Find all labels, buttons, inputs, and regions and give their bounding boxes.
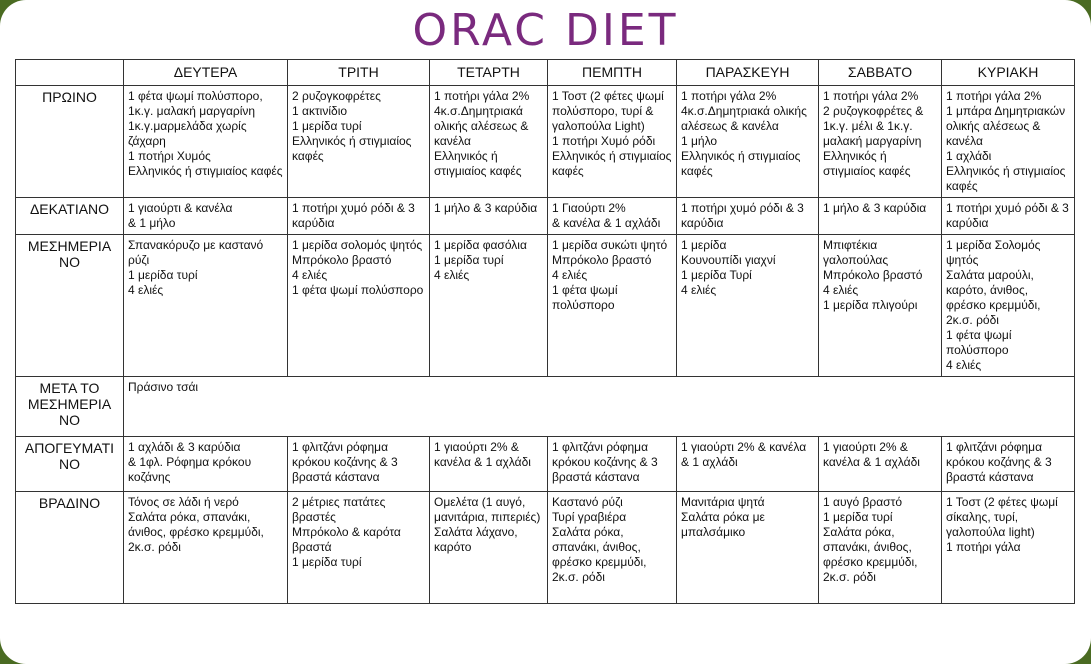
- day-header: ΤΕΤΑΡΤΗ: [429, 59, 548, 86]
- meal-cell: 1 γιαούρτι & κανέλα & 1 μήλο: [123, 197, 288, 235]
- meal-cell: Καστανό ρύζι Τυρί γραβιέρα Σαλάτα ρόκα, …: [547, 491, 677, 604]
- day-header: ΠΕΜΠΤΗ: [547, 59, 677, 86]
- corner-cell: [15, 59, 124, 86]
- page-title: ORAC DIET: [412, 5, 679, 56]
- meal-cell: 1 μερίδα φασόλια 1 μερίδα τυρί 4 ελιές: [429, 234, 548, 377]
- meal-cell: Μπιφτέκια γαλοπούλας Μπρόκολο βραστό 4 ε…: [818, 234, 942, 377]
- day-header: ΤΡΙΤΗ: [287, 59, 430, 86]
- meal-label: ΠΡΩΙΝΟ: [15, 85, 124, 198]
- meal-cell: 1 μερίδα Σολομός ψητός Σαλάτα μαρούλι, κ…: [941, 234, 1075, 377]
- meal-cell: 1 ποτήρι χυμό ρόδι & 3 καρύδια: [941, 197, 1075, 235]
- meal-cell: 1 αχλάδι & 3 καρύδια & 1φλ. Ρόφημα κρόκο…: [123, 436, 288, 492]
- header-row: ΔΕΥΤΕΡΑ ΤΡΙΤΗ ΤΕΤΑΡΤΗ ΠΕΜΠΤΗ ΠΑΡΑΣΚΕΥΗ Σ…: [15, 59, 1075, 86]
- meal-row-dinner: ΒΡΑΔΙΝΟ Τόνος σε λάδι ή νερό Σαλάτα ρόκα…: [15, 491, 1075, 604]
- meal-cell: 1 μερίδα σολομός ψητός Μπρόκολο βραστό 4…: [287, 234, 430, 377]
- meal-cell: 1 ποτήρι χυμό ρόδι & 3 καρύδια: [287, 197, 430, 235]
- meal-row-afternoon: ΑΠΟΓΕΥΜΑΤΙ ΝΟ 1 αχλάδι & 3 καρύδια & 1φλ…: [15, 436, 1075, 492]
- meal-row-breakfast: ΠΡΩΙΝΟ 1 φέτα ψωμί πολύσπορο, 1κ.γ. μαλα…: [15, 85, 1075, 198]
- meal-cell: Μανιτάρια ψητά Σαλάτα ρόκα με μπαλσάμικο: [676, 491, 819, 604]
- day-header: ΚΥΡΙΑΚΗ: [941, 59, 1075, 86]
- meal-cell: 1 ποτήρι γάλα 2% 4κ.σ.Δημητριακά ολικής …: [676, 85, 819, 198]
- meal-cell: 1 γιαούρτι 2% & κανέλα & 1 αχλάδι: [429, 436, 548, 492]
- meal-cell: 1 φέτα ψωμί πολύσπορο, 1κ.γ. μαλακή μαργ…: [123, 85, 288, 198]
- meal-label: ΜΕΣΗΜΕΡΙΑ ΝΟ: [15, 234, 124, 377]
- day-header: ΠΑΡΑΣΚΕΥΗ: [676, 59, 819, 86]
- day-header: ΣΑΒΒΑΤΟ: [818, 59, 942, 86]
- meal-row-lunch: ΜΕΣΗΜΕΡΙΑ ΝΟ Σπανακόρυζο με καστανό ρύζι…: [15, 234, 1075, 377]
- meal-row-after-lunch: ΜΕΤΑ ΤΟ ΜΕΣΗΜΕΡΙΑ ΝΟ Πράσινο τσάι: [15, 376, 1075, 437]
- meal-cell: 1 Τοστ (2 φέτες ψωμί πολύσπορο, τυρί & γ…: [547, 85, 677, 198]
- meal-cell: 1 μήλο & 3 καρύδια: [818, 197, 942, 235]
- meal-cell: Ομελέτα (1 αυγό, μανιτάρια, πιπεριές) Σα…: [429, 491, 548, 604]
- meal-cell: 1 ποτήρι γάλα 2% 4κ.σ.Δημητριακά ολικής …: [429, 85, 548, 198]
- meal-cell: 1 ποτήρι χυμό ρόδι & 3 καρύδια: [676, 197, 819, 235]
- meal-cell: 1 μερίδα συκώτι ψητό Μπρόκολο βραστό 4 ε…: [547, 234, 677, 377]
- meal-cell: 2 ρυζογκοφρέτες 1 ακτινίδιο 1 μερίδα τυρ…: [287, 85, 430, 198]
- meal-cell: 1 φλιτζάνι ρόφημα κρόκου κοζάνης & 3 βρα…: [547, 436, 677, 492]
- meal-row-snack-morning: ΔΕΚΑΤΙΑΝΟ 1 γιαούρτι & κανέλα & 1 μήλο 1…: [15, 197, 1075, 235]
- meal-label: ΔΕΚΑΤΙΑΝΟ: [15, 197, 124, 235]
- meal-label: ΒΡΑΔΙΝΟ: [15, 491, 124, 604]
- meal-cell: 1 Τοστ (2 φέτες ψωμί σίκαλης, τυρί, γαλο…: [941, 491, 1075, 604]
- meal-cell: 1 μερίδα Κουνουπίδι γιαχνί 1 μερίδα Τυρί…: [676, 234, 819, 377]
- meal-cell: 1 αυγό βραστό 1 μερίδα τυρί Σαλάτα ρόκα,…: [818, 491, 942, 604]
- green-tea-note: Πράσινο τσάι: [123, 376, 1075, 437]
- meal-cell: 1 φλιτζάνι ρόφημα κρόκου κοζάνης & 3 βρα…: [287, 436, 430, 492]
- meal-cell: Τόνος σε λάδι ή νερό Σαλάτα ρόκα, σπανάκ…: [123, 491, 288, 604]
- meal-cell: 1 ποτήρι γάλα 2% 1 μπάρα Δημητριακών ολι…: [941, 85, 1075, 198]
- meal-cell: 1 Γιαούρτι 2% & κανέλα & 1 αχλάδι: [547, 197, 677, 235]
- meal-cell: 1 μήλο & 3 καρύδια: [429, 197, 548, 235]
- meal-cell: 2 μέτριες πατάτες βραστές Μπρόκολο & καρ…: [287, 491, 430, 604]
- day-header: ΔΕΥΤΕΡΑ: [123, 59, 288, 86]
- meal-cell: 1 ποτήρι γάλα 2% 2 ρυζογκοφρέτες & 1κ.γ.…: [818, 85, 942, 198]
- meal-cell: 1 γιαούρτι 2% & κανέλα & 1 αχλάδι: [818, 436, 942, 492]
- diet-table: ΔΕΥΤΕΡΑ ΤΡΙΤΗ ΤΕΤΑΡΤΗ ΠΕΜΠΤΗ ΠΑΡΑΣΚΕΥΗ Σ…: [15, 59, 1075, 604]
- meal-cell: 1 γιαούρτι 2% & κανέλα & 1 αχλάδι: [676, 436, 819, 492]
- meal-cell: 1 φλιτζάνι ρόφημα κρόκου κοζάνης & 3 βρα…: [941, 436, 1075, 492]
- meal-label: ΜΕΤΑ ΤΟ ΜΕΣΗΜΕΡΙΑ ΝΟ: [15, 376, 124, 437]
- meal-label: ΑΠΟΓΕΥΜΑΤΙ ΝΟ: [15, 436, 124, 492]
- meal-cell: Σπανακόρυζο με καστανό ρύζι 1 μερίδα τυρ…: [123, 234, 288, 377]
